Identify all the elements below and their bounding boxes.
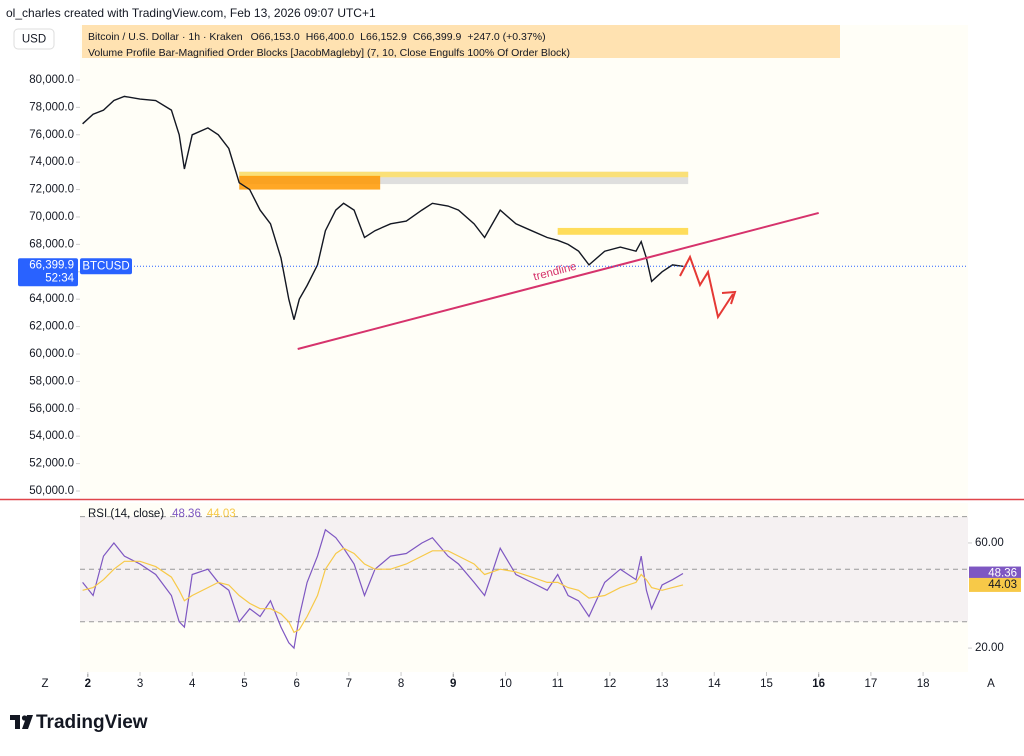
x-tick-label: 5	[241, 678, 247, 690]
y-tick-label: 72,000.0	[29, 184, 74, 196]
ohlc: O66,153.0	[251, 31, 300, 43]
credit: ol_charles created with TradingView.com,…	[6, 6, 376, 20]
indicator-title: Volume Profile Bar-Magnified Order Block…	[88, 47, 570, 59]
symbol-label: BTCUSD	[82, 260, 129, 272]
x-tick-label: 8	[398, 678, 404, 690]
countdown: 52:34	[45, 272, 74, 284]
axis-button[interactable]: A	[987, 678, 995, 690]
x-tick-label: 6	[293, 678, 299, 690]
rsi-title: RSI (14, close)	[88, 508, 164, 520]
y-tick-label: 64,000.0	[29, 293, 74, 305]
x-tick-label: 3	[137, 678, 143, 690]
y-tick-label: 74,000.0	[29, 156, 74, 168]
y-tick-label: 80,000.0	[29, 74, 74, 86]
x-tick-label: 11	[552, 678, 564, 690]
ohlc: H66,400.0	[306, 31, 355, 43]
order-block	[239, 171, 689, 178]
rsi-line	[82, 528, 684, 650]
y-tick-label: 50,000.0	[29, 485, 74, 497]
price-badge-label: 66,399.9	[29, 259, 74, 271]
axis-button[interactable]: Z	[41, 678, 48, 690]
trendline	[297, 211, 819, 350]
y-tick-label: 70,000.0	[29, 211, 74, 223]
y-tick-label: 56,000.0	[29, 403, 74, 415]
x-tick-label: 13	[656, 678, 669, 690]
chart-title: Bitcoin / U.S. Dollar · 1h · Kraken	[88, 31, 243, 43]
y-tick-label: 62,000.0	[29, 321, 74, 333]
y-tick-label: 78,000.0	[29, 101, 74, 113]
x-tick-label: 18	[917, 678, 930, 690]
x-tick-label: 10	[499, 678, 512, 690]
x-tick-label: 15	[760, 678, 773, 690]
brand: TradingView	[36, 712, 148, 733]
price-pane	[80, 25, 968, 498]
logo	[10, 715, 33, 729]
currency[interactable]: USD	[22, 34, 46, 46]
rsi-pane	[80, 503, 968, 672]
rsi-badge	[969, 566, 1021, 581]
y-tick-label: 54,000.0	[29, 430, 74, 442]
x-tick-label: 9	[450, 678, 456, 690]
projection-arrow	[679, 254, 737, 320]
x-tick-label: 16	[812, 678, 825, 690]
y-tick-label: 52,000.0	[29, 458, 74, 470]
price-line	[82, 95, 684, 320]
rsi-badge-label: 48.36	[988, 568, 1017, 580]
ohlc: +247.0 (+0.37%)	[467, 31, 545, 43]
price-badge	[18, 258, 78, 287]
rsi-badge	[969, 577, 1021, 592]
x-tick-label: 12	[603, 678, 616, 690]
y-tick-label: 60.00	[975, 537, 1004, 549]
rsi-line	[82, 547, 684, 634]
rsi-legend-value: 44.03	[207, 508, 236, 520]
symbol-badge	[80, 258, 132, 275]
x-tick-label: 17	[865, 678, 878, 690]
currency-button[interactable]	[13, 28, 55, 50]
y-tick-label: 68,000.0	[29, 238, 74, 250]
y-tick-label: 58,000.0	[29, 375, 74, 387]
rsi-legend-value: 48.36	[172, 508, 201, 520]
legend-box	[82, 25, 840, 58]
ohlc: L66,152.9	[360, 31, 407, 43]
y-tick-label: 76,000.0	[29, 129, 74, 141]
order-block	[557, 227, 689, 235]
y-tick-label: 60,000.0	[29, 348, 74, 360]
x-tick-label: 14	[708, 678, 721, 690]
x-tick-label: 4	[189, 678, 196, 690]
x-tick-label: 2	[85, 678, 91, 690]
x-tick-label: 7	[346, 678, 352, 690]
rsi-badge-label: 44.03	[988, 579, 1017, 591]
y-tick-label: 20.00	[975, 642, 1004, 654]
ohlc: C66,399.9	[413, 31, 462, 43]
order-block	[239, 175, 381, 190]
